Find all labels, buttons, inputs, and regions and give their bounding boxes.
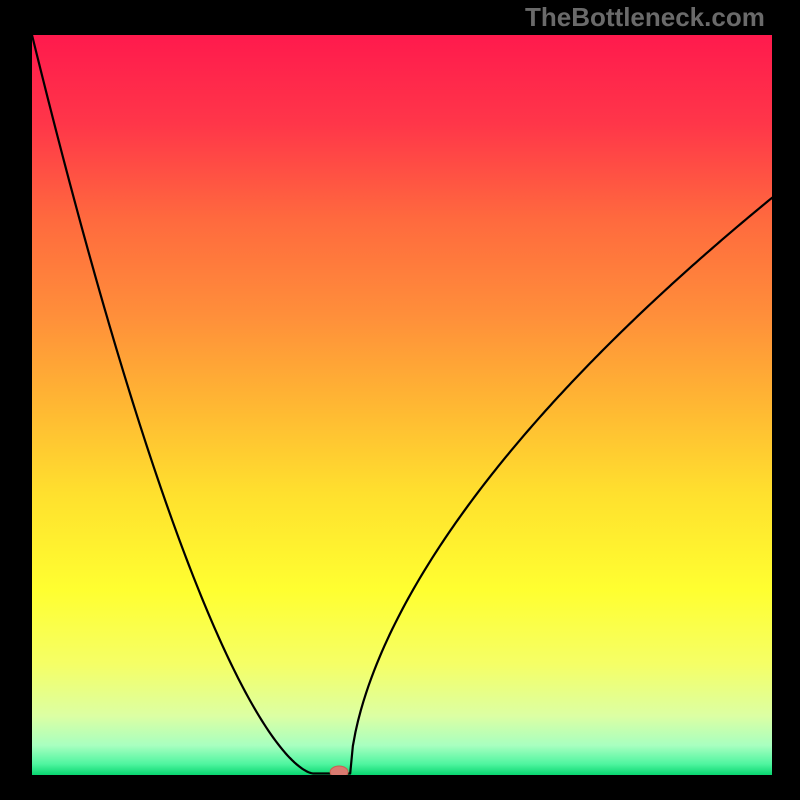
watermark-text: TheBottleneck.com [525, 2, 765, 33]
optimal-marker [330, 766, 348, 775]
chart-background [32, 35, 772, 775]
chart-frame: TheBottleneck.com [0, 0, 800, 800]
plot-area [32, 35, 772, 775]
chart-svg [32, 35, 772, 775]
